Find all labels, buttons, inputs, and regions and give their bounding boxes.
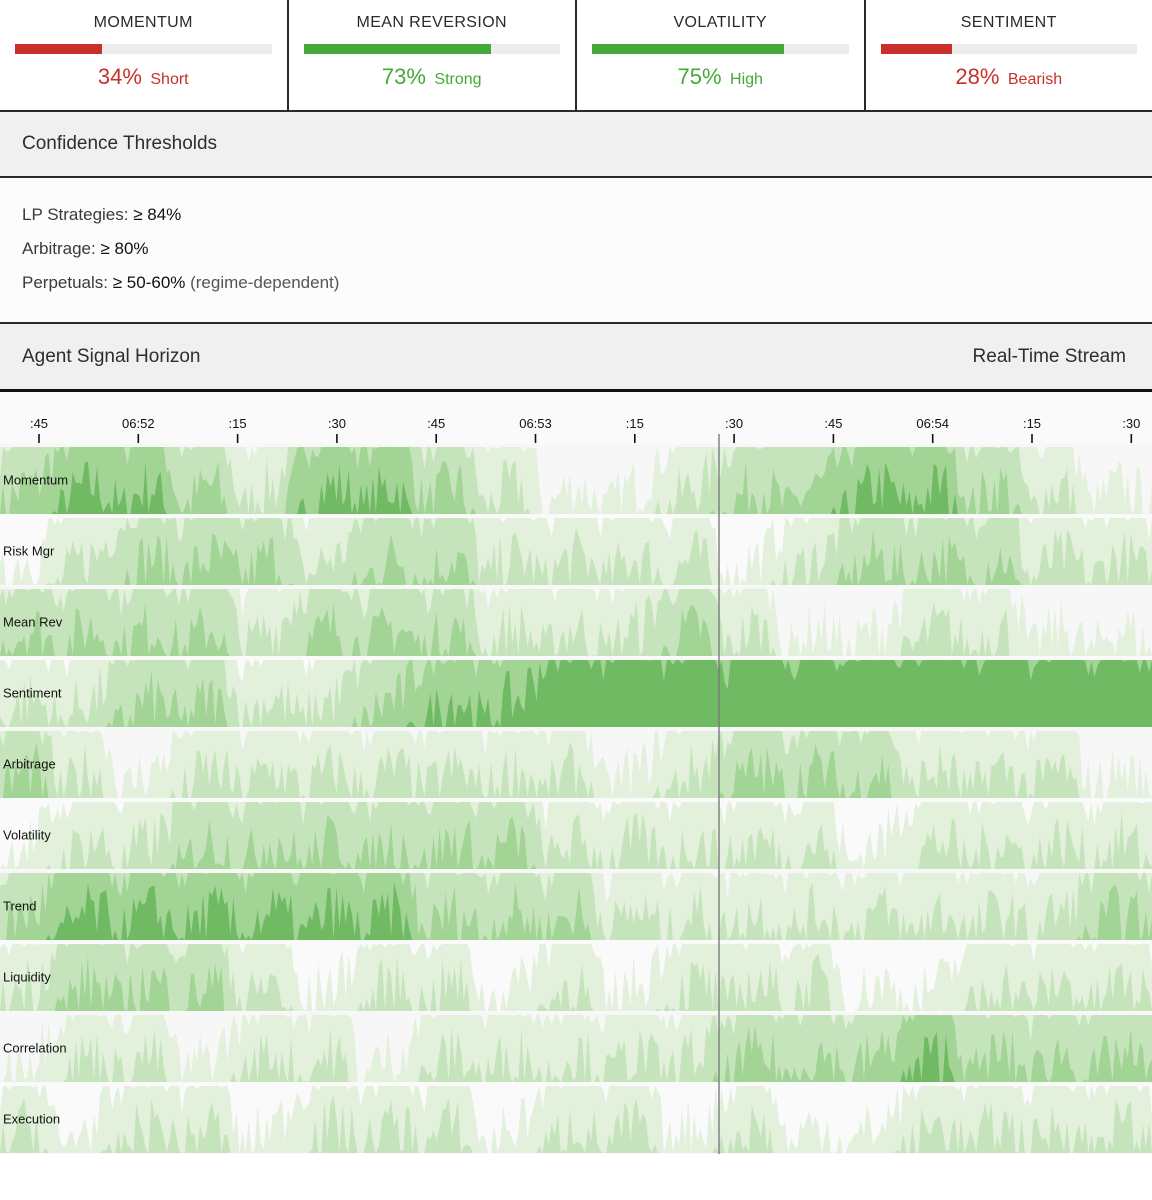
- horizon-row-label: Momentum: [3, 473, 68, 488]
- metric-progress-bar: [880, 44, 1137, 54]
- metric-percent: 28%: [955, 64, 1000, 89]
- horizon-row-label: Volatility: [3, 828, 51, 843]
- metric-status: Short: [150, 71, 189, 88]
- time-axis-tick-label: :15: [626, 416, 644, 431]
- metric-percent: 73%: [381, 64, 426, 89]
- horizon-band-1: [0, 944, 1152, 1011]
- horizon-band-3: [0, 955, 1152, 1011]
- horizon-band-2: [0, 1095, 1152, 1153]
- horizon-row-correlation[interactable]: Correlation: [0, 1012, 1152, 1082]
- horizon-band-2: [0, 1015, 1152, 1082]
- metric-percent: 34%: [97, 64, 142, 89]
- horizon-band-2: [0, 731, 1152, 798]
- horizon-band-2: [0, 589, 1152, 656]
- horizon-row-label: Trend: [3, 899, 36, 914]
- horizon-band-3: [0, 529, 1152, 585]
- thresholds-list: LP Strategies: ≥ 84% Arbitrage: ≥ 80% Pe…: [0, 178, 1152, 324]
- horizon-row-momentum[interactable]: Momentum: [0, 444, 1152, 514]
- horizon-header: Agent Signal Horizon Real-Time Stream: [0, 324, 1152, 392]
- threshold-note: (regime-dependent): [185, 273, 340, 292]
- metric-card-momentum[interactable]: MOMENTUM 34% Short: [0, 0, 289, 110]
- horizon-band-4: [0, 461, 1152, 514]
- threshold-value: ≥ 80%: [100, 239, 149, 258]
- time-axis-tick-label: :30: [1122, 416, 1140, 431]
- horizon-band-1: [0, 1086, 1152, 1153]
- metric-progress-bar: [303, 44, 560, 54]
- horizon-row-arbitrage[interactable]: Arbitrage: [0, 728, 1152, 798]
- time-axis-tick-label: :15: [229, 416, 247, 431]
- threshold-label: Perpetuals:: [22, 273, 113, 292]
- metric-progress-bar: [592, 44, 849, 54]
- threshold-value: ≥ 50-60%: [112, 273, 186, 292]
- time-axis-tick-label: :15: [1023, 416, 1041, 431]
- time-axis-tick-label: :45: [30, 416, 48, 431]
- metric-progress-fill: [303, 44, 491, 54]
- metric-progress-fill: [880, 44, 953, 54]
- horizon-band-2: [0, 802, 1152, 869]
- metric-title: SENTIMENT: [960, 14, 1057, 31]
- time-axis-tick-label: :30: [725, 416, 743, 431]
- time-axis-tick-label: :45: [824, 416, 842, 431]
- metric-progress-fill: [15, 44, 103, 54]
- metric-progress-fill: [592, 44, 785, 54]
- horizon-row-execution[interactable]: Execution: [0, 1083, 1152, 1153]
- metric-card-sentiment[interactable]: SENTIMENT 28% Bearish: [865, 0, 1152, 110]
- horizon-row-label: Risk Mgr: [3, 544, 55, 559]
- horizon-row-label: Arbitrage: [3, 757, 56, 772]
- metric-percent: 75%: [677, 64, 722, 89]
- threshold-item: Arbitrage: ≥ 80%: [22, 236, 1130, 270]
- threshold-label: LP Strategies:: [22, 205, 134, 224]
- horizon-row-label: Mean Rev: [3, 615, 63, 630]
- metric-card-volatility[interactable]: VOLATILITY 75% High: [577, 0, 866, 110]
- threshold-label: Arbitrage:: [22, 239, 101, 258]
- time-axis-tick-label: 06:53: [519, 416, 552, 431]
- stream-label: Real-Time Stream: [972, 345, 1126, 367]
- section-title: Confidence Thresholds: [22, 133, 218, 154]
- horizon-row-volatility[interactable]: Volatility: [0, 799, 1152, 869]
- horizon-band-4: [0, 660, 1152, 727]
- metric-status: Bearish: [1007, 71, 1063, 88]
- metric-cards: MOMENTUM 34% Short MEAN REVERSION 73% St…: [0, 0, 1152, 112]
- metric-progress-bar: [15, 44, 272, 54]
- time-axis: :45 06:52 :15 :30 :45 06:53 :15 :30 :45 06:54 :15:…: [30, 416, 1140, 443]
- metric-status: High: [730, 71, 763, 88]
- horizon-band-3: [0, 1015, 1152, 1082]
- time-axis-tick-label: 06:52: [122, 416, 155, 431]
- horizon-row-label: Execution: [3, 1112, 60, 1127]
- horizon-row-sentiment[interactable]: Sentiment: [0, 657, 1152, 727]
- horizon-row-label: Liquidity: [3, 970, 51, 985]
- horizon-row-liquidity[interactable]: Liquidity: [0, 941, 1152, 1011]
- horizon-row-mean-rev[interactable]: Mean Rev: [0, 586, 1152, 656]
- metric-title: MOMENTUM: [93, 14, 193, 31]
- metric-status: Strong: [434, 71, 482, 88]
- metric-title: VOLATILITY: [673, 14, 767, 31]
- time-axis-tick-label: :30: [328, 416, 346, 431]
- horizon-band-4: [0, 882, 1152, 940]
- threshold-item: LP Strategies: ≥ 84%: [22, 202, 1130, 236]
- horizon-row-label: Correlation: [3, 1041, 67, 1056]
- horizon-chart-svg[interactable]: :45 06:52 :15 :30 :45 06:53 :15 :30 :45 06:54 :15:…: [0, 392, 1152, 1154]
- horizon-row-trend[interactable]: Trend: [0, 870, 1152, 940]
- section-title: Agent Signal Horizon: [22, 345, 201, 367]
- metric-card-mean-reversion[interactable]: MEAN REVERSION 73% Strong: [288, 0, 577, 110]
- threshold-item: Perpetuals: ≥ 50-60% (regime-dependent): [22, 270, 1130, 304]
- metric-title: MEAN REVERSION: [356, 14, 507, 31]
- horizon-row-label: Sentiment: [3, 686, 62, 701]
- time-axis-tick-label: 06:54: [916, 416, 949, 431]
- time-axis-tick-label: :45: [427, 416, 445, 431]
- horizon-chart[interactable]: :45 06:52 :15 :30 :45 06:53 :15 :30 :45 06:54 :15:…: [0, 392, 1152, 1154]
- horizon-row-risk-mgr[interactable]: Risk Mgr: [0, 515, 1152, 585]
- horizon-band-3: [0, 602, 1152, 656]
- threshold-value: ≥ 84%: [133, 205, 182, 224]
- thresholds-header: Confidence Thresholds: [0, 112, 1152, 178]
